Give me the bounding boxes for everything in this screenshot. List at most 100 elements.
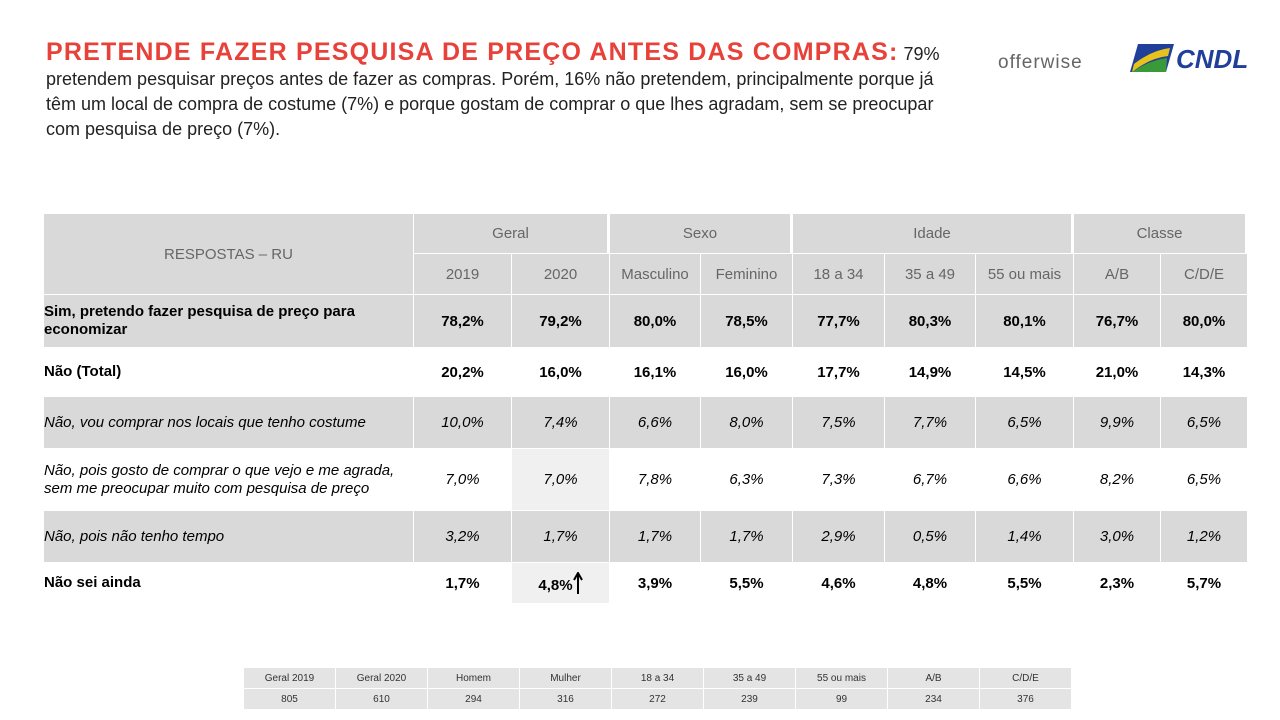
cell-value: 7,3% [821, 471, 856, 488]
cell: 2,9% [793, 511, 885, 563]
cell: 1,7% [610, 511, 701, 563]
sample-header: C/D/E [980, 668, 1072, 689]
cell-value: 4,8% [912, 574, 948, 592]
row-label: Não sei ainda [44, 563, 414, 604]
cell-value: 14,9% [908, 363, 952, 381]
cell-value: 21,0% [1095, 363, 1139, 381]
cell-value: 9,9% [1099, 414, 1135, 431]
cell-value: 6,7% [912, 471, 948, 488]
logo-flag [1130, 44, 1174, 72]
cell-value: 7,0% [445, 471, 480, 488]
cell-value: 3,9% [637, 574, 673, 592]
cell: 20,2% [414, 348, 512, 397]
cell: 1,7% [414, 563, 512, 604]
cell: 4,8% [512, 563, 610, 604]
column-header: Feminino [701, 254, 793, 295]
results-table: RESPOSTAS – RU Geral Sexo Idade Classe 2019 20… [44, 214, 1248, 604]
cell-value: 6,5% [1007, 414, 1042, 431]
cell: 14,9% [885, 348, 976, 397]
cell: 6,6% [976, 449, 1074, 511]
logo-offerwise: offerwise [998, 52, 1083, 73]
cell-value: 77,7% [817, 312, 860, 330]
cell-value: 5,7% [1186, 574, 1222, 592]
cell-value: 20,2% [441, 363, 484, 381]
cell-value: 17,7% [817, 363, 860, 381]
sample-value: 234 [888, 689, 980, 710]
group-header: Idade [793, 214, 1074, 254]
row-label: Não, vou comprar nos locais que tenho co… [44, 397, 414, 449]
cell: 78,2% [414, 295, 512, 348]
cell: 1,7% [512, 511, 610, 563]
cell: 4,6% [793, 563, 885, 604]
cell: 7,7% [885, 397, 976, 449]
sample-value: 316 [520, 689, 612, 710]
cell-value: 5,5% [729, 574, 764, 592]
header: PRETENDE FAZER PESQUISA DE PREÇO ANTES D… [46, 40, 946, 142]
sample-value-row: 805 610 294 316 272 239 99 234 376 [244, 689, 1072, 710]
cell-value: 7,7% [912, 414, 948, 431]
cell: 7,5% [793, 397, 885, 449]
cell: 6,3% [701, 449, 793, 511]
column-header: 2020 [512, 254, 610, 295]
cell: 7,8% [610, 449, 701, 511]
cell: 14,5% [976, 348, 1074, 397]
header-row: RESPOSTAS – RU Geral Sexo Idade Classe [44, 214, 1248, 295]
sample-value: 805 [244, 689, 336, 710]
sample-header: Homem [428, 668, 520, 689]
column-header: C/D/E [1161, 254, 1248, 295]
cell-value: 14,5% [1003, 363, 1046, 381]
cell-value: 3,2% [445, 528, 480, 545]
cell-value: 80,1% [1003, 312, 1046, 330]
cell: 9,9% [1074, 397, 1161, 449]
sample-header: 55 ou mais [796, 668, 888, 689]
cell-value: 80,0% [633, 312, 677, 330]
subtitle: 79% pretendem pesquisar preços antes de … [46, 44, 940, 139]
cell-value: 80,0% [1182, 312, 1226, 330]
cell: 80,3% [885, 295, 976, 348]
cell: 10,0% [414, 397, 512, 449]
sample-table: Geral 2019 Geral 2020 Homem Mulher 18 a 34 35… [244, 668, 1072, 710]
row-label: Não, pois não tenho tempo [44, 511, 414, 563]
table-row: Não, pois não tenho tempo 3,2% 1,7% 1,7% 1,7… [44, 511, 1248, 563]
cell-value: 3,0% [1099, 528, 1135, 545]
column-header: A/B [1074, 254, 1161, 295]
cell-value: 7,8% [637, 471, 673, 488]
cell-value: 79,2% [539, 312, 582, 330]
table-row: Não (Total) 20,2% 16,0% 16,1% 16,0% 17,7% 14,9… [44, 348, 1248, 397]
sample-header: A/B [888, 668, 980, 689]
group-header: Geral [414, 214, 610, 254]
cell: 6,5% [976, 397, 1074, 449]
cell-value: 1,2% [1186, 528, 1222, 545]
cell-value: 78,5% [725, 312, 768, 330]
sample-header: 35 a 49 [704, 668, 796, 689]
table-row: Não, pois gosto de comprar o que vejo e … [44, 449, 1248, 511]
sample-header: 18 a 34 [612, 668, 704, 689]
cell: 16,0% [701, 348, 793, 397]
cell: 21,0% [1074, 348, 1161, 397]
cell-value: 7,0% [543, 471, 578, 488]
sample-value: 272 [612, 689, 704, 710]
cell-value: 2,9% [821, 528, 856, 545]
sample-value: 99 [796, 689, 888, 710]
cell-value: 1,7% [729, 528, 764, 545]
cell-value: 78,2% [441, 312, 484, 330]
table-row: Sim, pretendo fazer pesquisa de preço pa… [44, 295, 1248, 348]
cell: 3,0% [1074, 511, 1161, 563]
sample-value: 376 [980, 689, 1072, 710]
cell-value: 2,3% [1099, 574, 1135, 592]
column-header: Masculino [610, 254, 701, 295]
cell-value: 76,7% [1095, 312, 1139, 330]
row-label: Sim, pretendo fazer pesquisa de preço pa… [44, 295, 414, 348]
cell-value: 6,6% [1007, 471, 1042, 488]
cell-value: 1,7% [445, 574, 480, 592]
corner-header: RESPOSTAS – RU [44, 214, 414, 295]
cell-value: 16,0% [725, 363, 768, 381]
cell: 1,2% [1161, 511, 1248, 563]
cell: 3,2% [414, 511, 512, 563]
cell: 80,0% [610, 295, 701, 348]
cell-value: 5,5% [1007, 574, 1042, 592]
cell-value: 4,6% [821, 574, 856, 592]
column-header: 2019 [414, 254, 512, 295]
cell: 6,5% [1161, 397, 1248, 449]
cell: 78,5% [701, 295, 793, 348]
